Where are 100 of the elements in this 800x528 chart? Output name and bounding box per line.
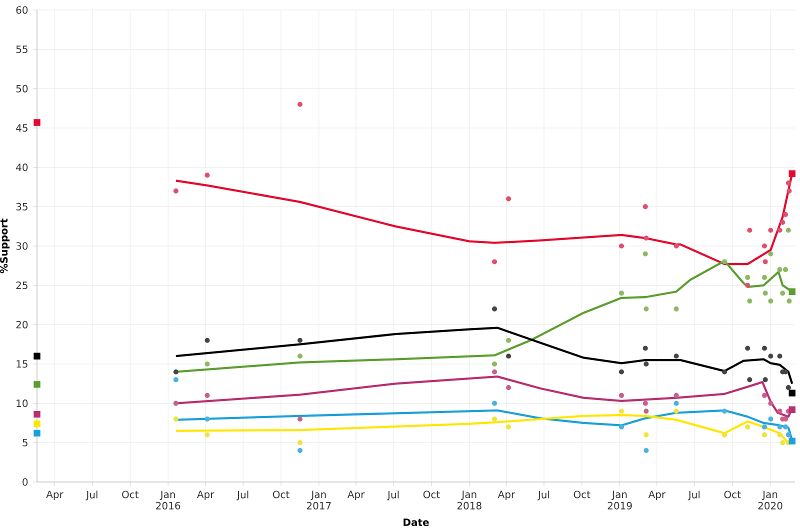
point — [642, 400, 648, 406]
point — [674, 243, 679, 249]
y-tick-label: 45 — [16, 124, 28, 132]
point — [788, 406, 796, 413]
y-tick-label: 0 — [22, 478, 28, 486]
point — [788, 170, 796, 177]
point — [782, 424, 788, 430]
point — [492, 259, 498, 264]
point — [644, 236, 649, 241]
point — [644, 408, 649, 414]
point — [297, 448, 303, 454]
y-tick-label: 10 — [16, 400, 28, 408]
point — [492, 400, 498, 406]
point — [642, 346, 648, 351]
x-tick-label: Jan 2020 — [758, 490, 782, 510]
point — [788, 390, 796, 396]
point — [618, 424, 624, 430]
point — [506, 385, 512, 390]
x-tick-label: Jan 2019 — [608, 490, 632, 510]
point — [780, 220, 786, 225]
x-tick-label: Jan 2018 — [457, 490, 482, 510]
y-tick-label: 55 — [16, 46, 28, 54]
point — [173, 400, 178, 406]
point — [768, 400, 774, 406]
point — [777, 424, 782, 430]
point — [768, 416, 774, 422]
point — [782, 267, 788, 272]
x-tick-label: Jul — [86, 490, 98, 500]
x-tick-label: Apr — [648, 490, 666, 500]
x-tick-label: Jul — [537, 490, 550, 500]
point — [674, 306, 679, 312]
point — [644, 306, 649, 312]
point — [786, 180, 791, 186]
point — [618, 392, 624, 398]
point — [34, 381, 40, 388]
point — [722, 259, 728, 264]
point — [762, 274, 768, 280]
x-tick-label: Jul — [386, 490, 399, 500]
point — [506, 424, 512, 430]
point — [173, 369, 178, 374]
point — [762, 432, 768, 438]
x-tick-label: Apr — [498, 490, 516, 500]
point — [297, 102, 303, 107]
point — [204, 172, 210, 178]
point — [768, 228, 774, 233]
point — [506, 338, 512, 343]
point — [297, 338, 303, 343]
point — [747, 228, 752, 233]
point — [297, 416, 303, 422]
point — [204, 338, 210, 343]
point — [644, 432, 649, 438]
point — [747, 298, 752, 304]
point — [786, 432, 791, 438]
point — [674, 408, 679, 414]
y-tick-label: 60 — [16, 6, 28, 14]
point — [777, 354, 782, 359]
x-tick-label: Jul — [688, 490, 700, 500]
point — [780, 440, 786, 446]
point — [506, 196, 512, 202]
point — [762, 392, 768, 398]
x-tick-label: Jul — [236, 490, 248, 500]
point — [34, 352, 40, 360]
point — [644, 448, 649, 454]
x-tick-label: Oct — [574, 490, 590, 498]
point — [34, 410, 40, 418]
point — [780, 290, 786, 296]
point — [745, 424, 750, 430]
x-tick-label: Oct — [724, 490, 741, 498]
point — [618, 369, 624, 374]
point — [674, 392, 679, 398]
y-tick-label: 25 — [16, 282, 28, 290]
point — [777, 267, 782, 272]
point — [745, 346, 750, 351]
x-tick-label: Jan 2017 — [306, 490, 331, 510]
point — [204, 416, 210, 422]
point — [747, 377, 752, 382]
point — [722, 369, 728, 374]
y-tick-label: 30 — [16, 242, 28, 250]
x-tick-label: Apr — [347, 490, 365, 500]
point — [777, 408, 782, 414]
point — [762, 377, 768, 382]
point — [786, 385, 791, 390]
point — [768, 251, 774, 256]
point — [642, 251, 648, 256]
point — [722, 408, 728, 414]
y-tick-label: 35 — [16, 202, 28, 210]
y-tick-label: 5 — [22, 438, 28, 446]
point — [173, 188, 178, 194]
point — [762, 290, 768, 296]
y-tick-label: 40 — [16, 164, 28, 172]
point — [674, 400, 679, 406]
point — [618, 243, 624, 249]
y-tick-label: 50 — [16, 84, 28, 92]
point — [777, 432, 782, 438]
point — [173, 377, 178, 382]
point — [173, 416, 178, 422]
x-tick-label: Oct — [272, 490, 290, 498]
y-axis-title: %Support — [0, 218, 10, 274]
point — [777, 228, 782, 233]
x-tick-label: Oct — [423, 490, 440, 498]
